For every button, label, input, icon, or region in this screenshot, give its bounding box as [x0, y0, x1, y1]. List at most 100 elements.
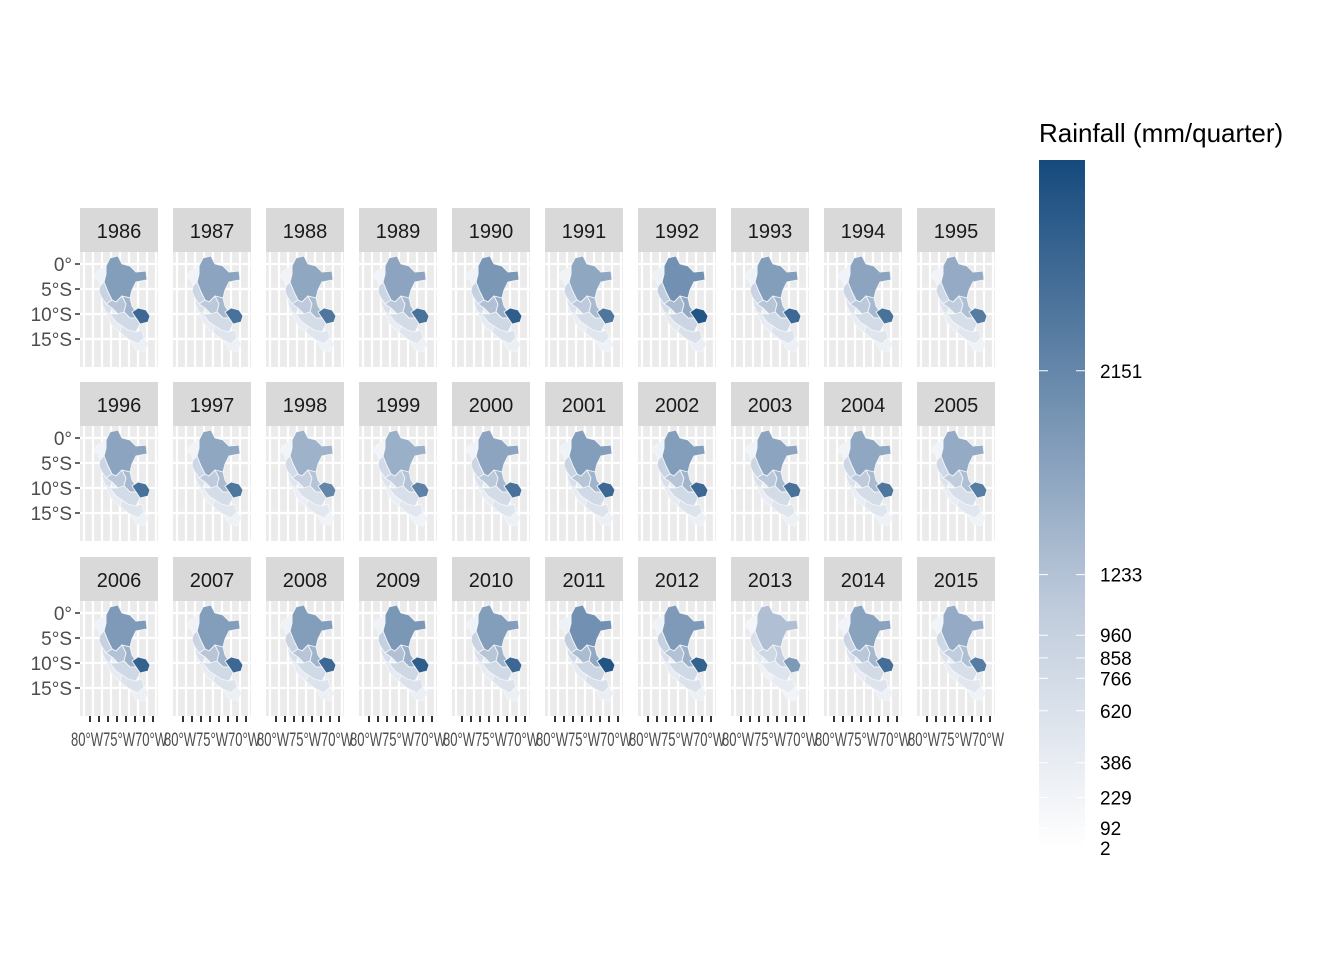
far-south-region: [408, 511, 428, 527]
y-tick-label: 0°: [54, 255, 72, 276]
facet-panel: 1989: [359, 208, 437, 367]
region-map: [651, 604, 709, 702]
facet-panel: 2015 80°W75°W70°W: [908, 557, 1004, 751]
far-south-region: [780, 686, 800, 702]
facet-strip-label: 2003: [748, 395, 793, 417]
facet-panel: 2006 0° 5°S 10°S 15°S 80°W75°W70°W: [31, 557, 167, 751]
region-map: [837, 429, 895, 527]
facet-panel: 2000: [452, 382, 530, 541]
facet-strip: [638, 382, 716, 426]
facet-panels: 1986 0° 5°S 10°S 15°S 1987 1988 1989 1990 1991 199…: [31, 208, 1004, 751]
far-south-region: [501, 511, 521, 527]
facet-strip-label: 1995: [934, 221, 979, 243]
legend-break-label: 386: [1100, 754, 1132, 775]
facet-panel: 2007 80°W75°W70°W: [164, 557, 260, 751]
facet-strip-label: 2005: [934, 395, 979, 417]
far-south-region: [780, 511, 800, 527]
facet-panel: 1992: [638, 208, 716, 367]
facet-strip: [359, 208, 437, 252]
facet-strip-label: 2011: [562, 570, 605, 592]
facet-strip-label: 2014: [841, 570, 886, 592]
facet-strip-label: 1993: [748, 221, 793, 243]
region-map: [93, 255, 151, 353]
facet-strip-label: 2013: [748, 570, 793, 592]
facet-strip-label: 2002: [655, 395, 700, 417]
far-south-region: [594, 686, 614, 702]
facet-strip: [173, 382, 251, 426]
facet-strip-label: 1992: [655, 221, 700, 243]
facet-strip: [731, 382, 809, 426]
far-south-region: [594, 337, 614, 353]
y-tick-label: 0°: [54, 604, 72, 625]
region-map: [651, 429, 709, 527]
facet-strip: [545, 557, 623, 601]
region-map: [744, 604, 802, 702]
facet-strip: [731, 208, 809, 252]
facet-strip-label: 2001: [562, 395, 607, 417]
facet-panel: 2010 80°W75°W70°W: [443, 557, 539, 751]
y-tick-label: 10°S: [31, 305, 72, 326]
far-south-region: [501, 337, 521, 353]
x-tick-label: 80°W75°W70°W: [257, 730, 353, 751]
region-map: [93, 604, 151, 702]
region-map: [93, 429, 151, 527]
facet-strip-label: 2015: [934, 570, 979, 592]
facet-panel: 2001: [545, 382, 623, 541]
facet-strip: [545, 208, 623, 252]
far-south-region: [129, 337, 149, 353]
facet-strip-label: 1988: [283, 221, 328, 243]
facet-strip: [824, 208, 902, 252]
facet-strip: [266, 208, 344, 252]
facet-strip-label: 2012: [655, 570, 700, 592]
facet-panel: 2011 80°W75°W70°W: [536, 557, 632, 751]
facet-strip: [80, 208, 158, 252]
region-map: [186, 429, 244, 527]
facet-panel: 1990: [452, 208, 530, 367]
facet-strip-label: 2007: [190, 570, 235, 592]
region-map: [558, 429, 616, 527]
region-map: [279, 604, 337, 702]
y-tick-label: 15°S: [31, 330, 72, 351]
y-tick-label: 5°S: [41, 454, 72, 475]
region-map: [465, 255, 523, 353]
facet-panel: 1994: [824, 208, 902, 367]
legend-break-label: 1233: [1100, 566, 1142, 587]
far-south-region: [129, 511, 149, 527]
facet-panel: 2002: [638, 382, 716, 541]
facet-strip: [266, 382, 344, 426]
facet-strip-label: 2010: [469, 570, 514, 592]
facet-strip-label: 1990: [469, 221, 514, 243]
y-tick-label: 10°S: [31, 479, 72, 500]
region-map: [279, 255, 337, 353]
facet-strip: [173, 557, 251, 601]
region-map: [372, 255, 430, 353]
region-map: [744, 255, 802, 353]
region-map: [744, 429, 802, 527]
facet-panel: 1986 0° 5°S 10°S 15°S: [31, 208, 158, 367]
far-south-region: [687, 511, 707, 527]
facet-panel: 2008 80°W75°W70°W: [257, 557, 353, 751]
facet-strip-label: 2000: [469, 395, 514, 417]
far-south-region: [129, 686, 149, 702]
facet-strip-label: 2009: [376, 570, 421, 592]
legend-break-label: 2: [1100, 839, 1111, 860]
facet-strip-label: 1998: [283, 395, 328, 417]
far-south-region: [408, 337, 428, 353]
facet-panel: 2004: [824, 382, 902, 541]
facet-panel: 1993: [731, 208, 809, 367]
facet-strip: [266, 557, 344, 601]
colorbar: [1039, 160, 1085, 848]
facet-strip: [731, 557, 809, 601]
facet-strip: [824, 382, 902, 426]
legend-break-label: 2151: [1100, 362, 1142, 383]
region-map: [930, 604, 988, 702]
legend-break-label: 92: [1100, 819, 1121, 840]
far-south-region: [315, 337, 335, 353]
facet-panel: 2009 80°W75°W70°W: [350, 557, 446, 751]
facet-strip-label: 2008: [283, 570, 328, 592]
facet-strip: [917, 382, 995, 426]
x-tick-label: 80°W75°W70°W: [815, 730, 911, 751]
